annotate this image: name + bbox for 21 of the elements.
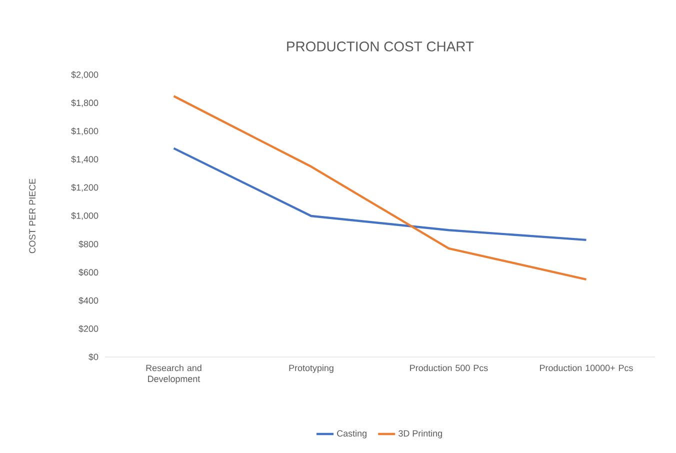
- line-series: [172, 95, 588, 281]
- y-tick-label: $400: [78, 296, 98, 304]
- x-tick-label: Prototyping: [289, 364, 334, 373]
- y-tick-label: $600: [78, 268, 98, 276]
- x-tick-label: Production 500 Pcs: [410, 364, 488, 372]
- x-tick-label: Production 10000+ Pcs: [540, 364, 633, 372]
- y-axis-title: COST PER PIECE: [29, 178, 36, 254]
- y-tick-label: $1,200: [71, 184, 98, 192]
- y-tick-label: $2,000: [71, 71, 98, 79]
- x-tick-label: Research and Development: [146, 364, 202, 384]
- y-tick-label: $200: [78, 325, 98, 332]
- legend-label: 3D Printing: [398, 430, 442, 438]
- y-tick-label: $1,400: [71, 156, 98, 164]
- legend-label: Casting: [337, 430, 366, 438]
- y-tick-label: $1,800: [71, 99, 98, 108]
- y-tick-label: $0: [88, 353, 98, 361]
- line-series: [172, 147, 588, 242]
- y-tick-label: $800: [78, 240, 98, 248]
- y-tick-label: $1,000: [71, 212, 98, 220]
- y-tick-label: $1,600: [71, 128, 98, 136]
- chart-title: PRODUCTION COST CHART: [287, 42, 474, 52]
